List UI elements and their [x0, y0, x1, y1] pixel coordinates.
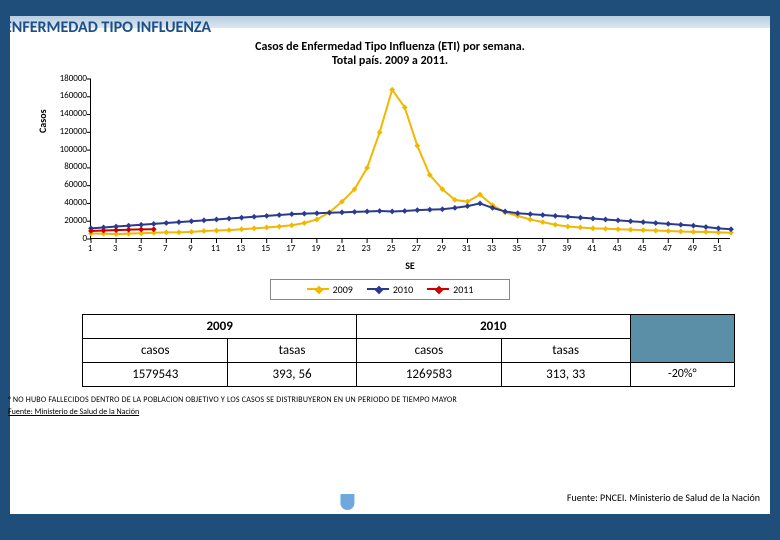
plot-svg	[91, 79, 731, 239]
legend-item-2010: 2010	[367, 283, 413, 296]
pct-cell: -20%°	[630, 362, 734, 386]
cell: 313, 33	[501, 362, 630, 386]
legend-swatch-icon	[367, 288, 389, 290]
table-row: 1579543 393, 56 1269583 313, 33 -20%°	[45, 362, 735, 386]
plot-area: 0200004000060000800001000001200001400001…	[90, 79, 730, 239]
content: ENFERMEDAD TIPO INFLUENZA Casos de Enfer…	[0, 0, 780, 540]
legend-swatch-icon	[307, 288, 329, 290]
chart-title-l1: Casos de Enfermedad Tipo Influenza (ETI)…	[255, 40, 525, 54]
legend-item-2011: 2011	[427, 283, 473, 296]
legend-swatch-icon	[427, 288, 449, 290]
source-right: Fuente: PNCEI. Ministerio de Salud de la…	[567, 491, 760, 504]
x-axis-label: SE	[90, 259, 730, 272]
legend-label: 2011	[453, 283, 473, 296]
th-sub: tasas	[228, 338, 357, 362]
legend-label: 2010	[393, 283, 413, 296]
footnote: ° NO HUBO FALLECIDOS DENTRO DE LA POBLAC…	[0, 387, 780, 405]
source-left: Fuente: Ministerio de Salud de la Nación	[0, 405, 780, 417]
chart-title-l2: Total país. 2009 a 2011.	[332, 54, 448, 68]
pct-header-cell	[630, 314, 734, 362]
x-ticks: 1357911131517192123252729313335373941434…	[90, 243, 730, 257]
chart-area: Casos 0200004000060000800001000001200001…	[30, 73, 750, 273]
page-title: ENFERMEDAD TIPO INFLUENZA	[0, 12, 780, 41]
data-table: 2009 2010 casos tasas casos tasas 157954…	[45, 314, 735, 387]
cell: 393, 56	[228, 362, 357, 386]
th-sub: casos	[356, 338, 501, 362]
th-year: 2009	[83, 314, 357, 338]
table-row: 2009 2010	[45, 314, 735, 338]
th-sub: casos	[83, 338, 228, 362]
legend: 2009 2010 2011	[270, 279, 510, 300]
th-year: 2010	[356, 314, 630, 338]
th-sub: tasas	[501, 338, 630, 362]
cell: 1269583	[356, 362, 501, 386]
legend-item-2009: 2009	[307, 283, 353, 296]
legend-label: 2009	[333, 283, 353, 296]
chart: Casos de Enfermedad Tipo Influenza (ETI)…	[30, 41, 750, 300]
cell: 1579543	[83, 362, 228, 386]
chart-title: Casos de Enfermedad Tipo Influenza (ETI)…	[30, 41, 750, 69]
